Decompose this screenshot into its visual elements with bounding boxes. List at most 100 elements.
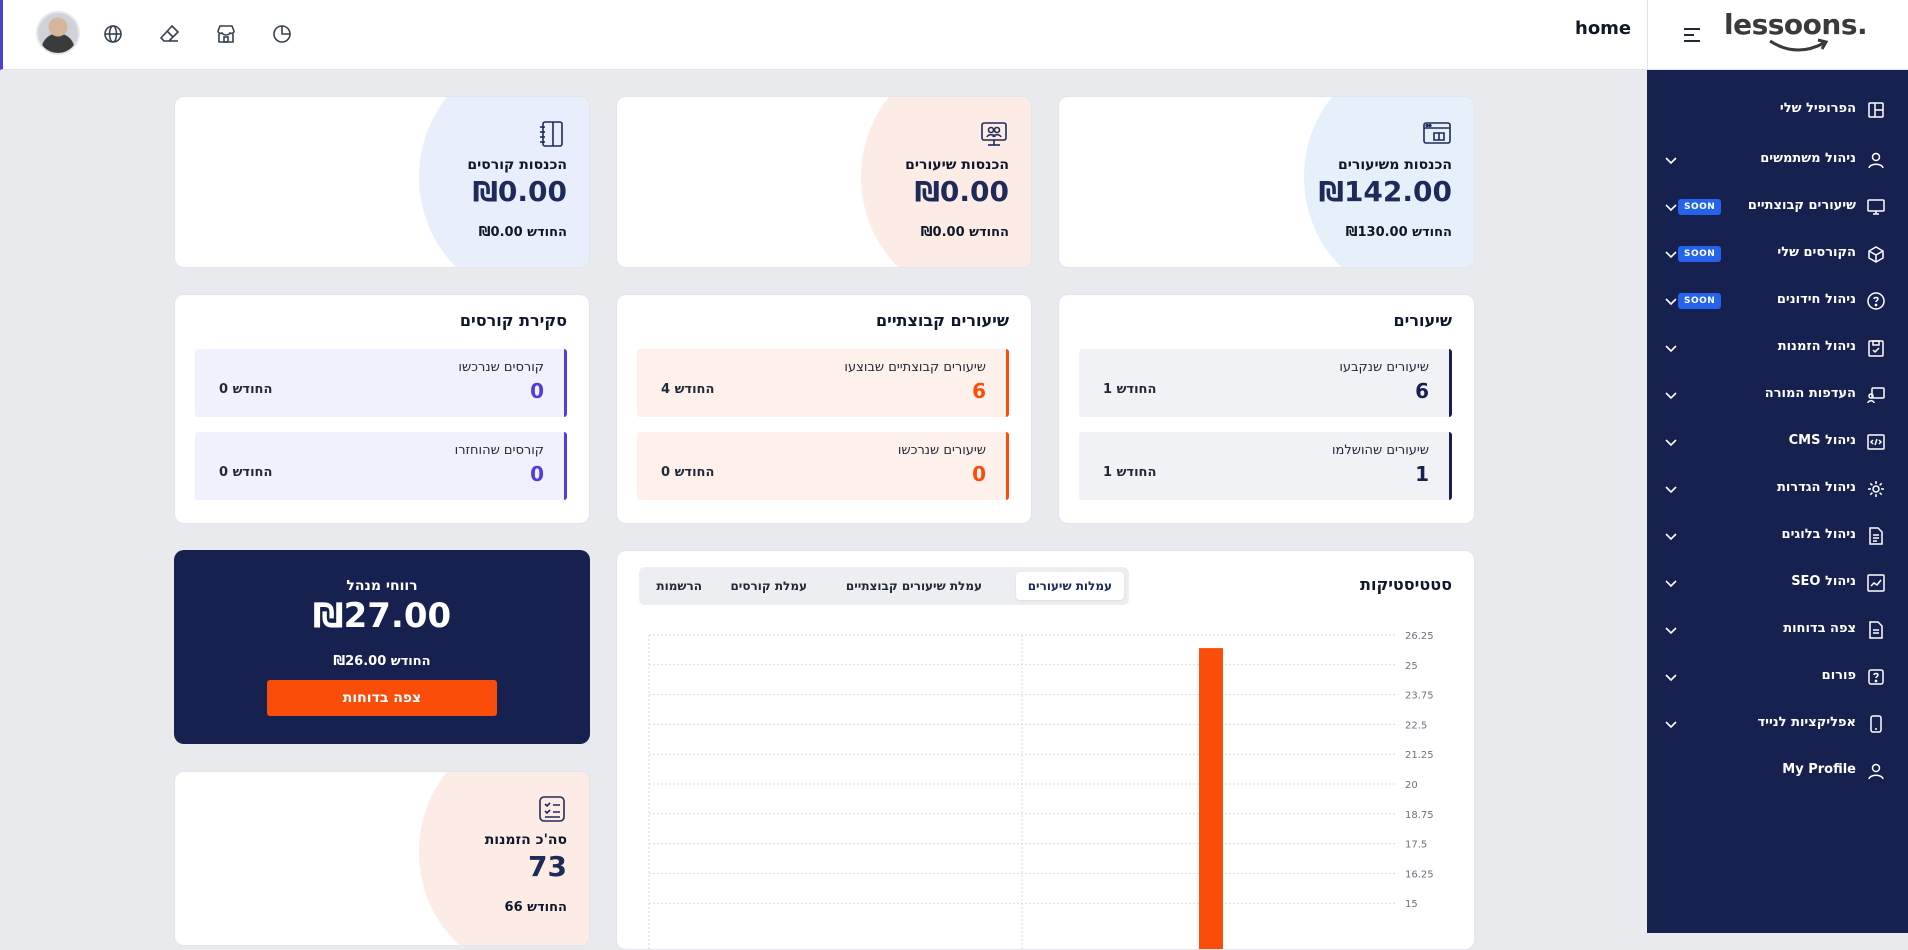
statistics-tabs: עמלות שיעורים עמלת שיעורים קבוצתיים עמלת… bbox=[639, 567, 1129, 605]
sidebar-item-label: הפרופיל שלי bbox=[1779, 101, 1856, 116]
tab-course-commissions[interactable]: עמלת קורסים bbox=[730, 579, 807, 593]
revenue-month: החודש ₪0.00 bbox=[920, 225, 1009, 240]
menu-icon[interactable] bbox=[1682, 25, 1704, 45]
orders-month: החודש 66 bbox=[504, 900, 567, 915]
sidebar-item-1[interactable]: ניהול משתמשים bbox=[1647, 140, 1908, 180]
sidebar-item-11[interactable]: צפה בדוחות bbox=[1647, 610, 1908, 650]
orders-label: סה'כ הזמנות bbox=[484, 832, 567, 848]
chevron-down-icon[interactable] bbox=[1663, 622, 1679, 638]
sidebar-item-label: ניהול SEO bbox=[1791, 574, 1856, 589]
revenue-amount: ₪0.00 bbox=[472, 175, 567, 208]
stat-month: החודש 0 bbox=[661, 465, 715, 480]
chevron-down-icon[interactable] bbox=[1663, 528, 1679, 544]
stat-month: החודש 4 bbox=[661, 382, 715, 397]
sidebar-item-13[interactable]: אפליקציות לנייד bbox=[1647, 704, 1908, 744]
chevron-down-icon[interactable] bbox=[1663, 246, 1679, 262]
logo[interactable]: lessoons. bbox=[1724, 8, 1868, 41]
stat-value: 6 bbox=[972, 379, 986, 403]
chevron-down-icon[interactable] bbox=[1663, 575, 1679, 591]
stat-box: שיעורים קבוצתיים שבוצעו 6 החודש 4 bbox=[637, 349, 1009, 417]
checklist-icon bbox=[539, 796, 565, 822]
bar bbox=[1199, 648, 1223, 949]
sidebar-item-10[interactable]: ניהול SEO bbox=[1647, 563, 1908, 603]
sidebar-item-label: ניהול הגדרות bbox=[1776, 480, 1856, 495]
code-icon bbox=[1867, 434, 1885, 450]
stat-month: החודש 1 bbox=[1103, 465, 1157, 480]
user-icon bbox=[1868, 763, 1884, 780]
profit-amount: ₪27.00 bbox=[312, 596, 452, 636]
sidebar-item-14[interactable]: My Profile bbox=[1647, 751, 1908, 791]
y-tick-label: 20 bbox=[1405, 780, 1418, 791]
stat-month: החודש 0 bbox=[219, 382, 273, 397]
stat-value: 6 bbox=[1415, 379, 1429, 403]
y-tick-label: 15 bbox=[1405, 899, 1418, 910]
view-reports-button[interactable]: צפה בדוחות bbox=[267, 680, 497, 716]
question-icon bbox=[1867, 292, 1885, 310]
revenue-label: הכנסות משיעורים bbox=[1338, 157, 1452, 173]
revenue-card-group-lessons: הכנסות שיעורים ₪0.00 החודש ₪0.00 bbox=[616, 96, 1032, 268]
stat-card-title: שיעורים קבוצתיים bbox=[875, 311, 1009, 330]
sidebar-item-5[interactable]: ניהול הזמנות bbox=[1647, 328, 1908, 368]
stat-label: קורסים שהוחזרו bbox=[454, 443, 544, 458]
revenue-amount: ₪142.00 bbox=[1318, 175, 1452, 208]
sidebar-item-3[interactable]: הקורסים שלי SOON bbox=[1647, 234, 1908, 274]
chevron-down-icon[interactable] bbox=[1663, 481, 1679, 497]
chevron-down-icon[interactable] bbox=[1663, 434, 1679, 450]
sidebar-item-6[interactable]: העדפות המורה bbox=[1647, 375, 1908, 415]
sidebar-item-9[interactable]: ניהול בלוגים bbox=[1647, 516, 1908, 556]
sidebar: הפרופיל שלי ניהול משתמשים שיעורים קבוצתיים… bbox=[1647, 70, 1908, 933]
report-icon bbox=[1869, 621, 1883, 639]
sidebar-item-label: ניהול הזמנות bbox=[1777, 339, 1856, 354]
profit-label: רווחי מנהל bbox=[346, 578, 418, 594]
chevron-down-icon[interactable] bbox=[1663, 716, 1679, 732]
sidebar-item-label: פורום bbox=[1821, 668, 1856, 683]
notebook-icon bbox=[540, 121, 563, 147]
stat-label: שיעורים שנרכשו bbox=[897, 443, 986, 458]
chevron-down-icon[interactable] bbox=[1663, 340, 1679, 356]
tab-registrations[interactable]: הרשמות bbox=[656, 579, 702, 593]
globe-icon[interactable] bbox=[101, 22, 125, 46]
stat-value: 0 bbox=[972, 462, 986, 486]
chevron-down-icon[interactable] bbox=[1663, 152, 1679, 168]
sidebar-item-label: שיעורים קבוצתיים bbox=[1747, 198, 1856, 213]
revenue-card-courses: הכנסות קורסים ₪0.00 החודש ₪0.00 bbox=[174, 96, 590, 268]
sidebar-item-12[interactable]: פורום bbox=[1647, 657, 1908, 697]
sidebar-item-0[interactable]: הפרופיל שלי bbox=[1647, 90, 1908, 130]
sidebar-item-7[interactable]: ניהול CMS bbox=[1647, 422, 1908, 462]
avatar[interactable] bbox=[36, 11, 80, 55]
y-tick-label: 17.5 bbox=[1405, 840, 1427, 851]
tab-group-commissions[interactable]: עמלת שיעורים קבוצתיים bbox=[845, 579, 982, 593]
box-icon bbox=[1868, 246, 1884, 263]
stat-box: שיעורים שנרכשו 0 החודש 0 bbox=[637, 432, 1009, 500]
chevron-down-icon[interactable] bbox=[1663, 387, 1679, 403]
stat-value: 0 bbox=[530, 379, 544, 403]
stat-box: שיעורים שנקבעו 6 החודש 1 bbox=[1079, 349, 1452, 417]
tab-lesson-commissions[interactable]: עמלות שיעורים bbox=[1015, 572, 1124, 600]
sidebar-item-label: ניהול בלוגים bbox=[1781, 527, 1856, 542]
chevron-down-icon[interactable] bbox=[1663, 669, 1679, 685]
sidebar-item-4[interactable]: ניהול חידונים SOON bbox=[1647, 281, 1908, 321]
chevron-down-icon[interactable] bbox=[1663, 293, 1679, 309]
revenue-label: הכנסות שיעורים bbox=[905, 157, 1009, 173]
revenue-card-lessons: הכנסות משיעורים ₪142.00 החודש ₪130.00 bbox=[1058, 96, 1475, 268]
sidebar-item-label: אפליקציות לנייד bbox=[1757, 715, 1856, 730]
chevron-down-icon[interactable] bbox=[1663, 199, 1679, 215]
sidebar-item-2[interactable]: שיעורים קבוצתיים SOON bbox=[1647, 187, 1908, 227]
y-tick-label: 25 bbox=[1405, 661, 1418, 672]
revenue-month: החודש ₪130.00 bbox=[1345, 225, 1452, 240]
sidebar-item-8[interactable]: ניהול הגדרות bbox=[1647, 469, 1908, 509]
pie-chart-icon[interactable] bbox=[270, 22, 294, 46]
eraser-icon[interactable] bbox=[158, 22, 182, 46]
stat-label: שיעורים שנקבעו bbox=[1339, 360, 1429, 375]
seo-icon bbox=[1867, 574, 1885, 592]
sidebar-item-label: העדפות המורה bbox=[1764, 386, 1856, 401]
stat-card-title: שיעורים bbox=[1393, 311, 1452, 330]
store-icon[interactable] bbox=[214, 22, 238, 46]
user-icon bbox=[1868, 152, 1884, 169]
stat-box: קורסים שנרכשו 0 החודש 0 bbox=[195, 349, 567, 417]
logo-smile-icon bbox=[1769, 38, 1829, 52]
sidebar-item-label: My Profile bbox=[1782, 762, 1856, 777]
stat-card-lessons: שיעורים שיעורים שנקבעו 6 החודש 1 שיעורים… bbox=[1058, 294, 1475, 524]
stat-value: 0 bbox=[530, 462, 544, 486]
forum-icon bbox=[1868, 669, 1884, 685]
